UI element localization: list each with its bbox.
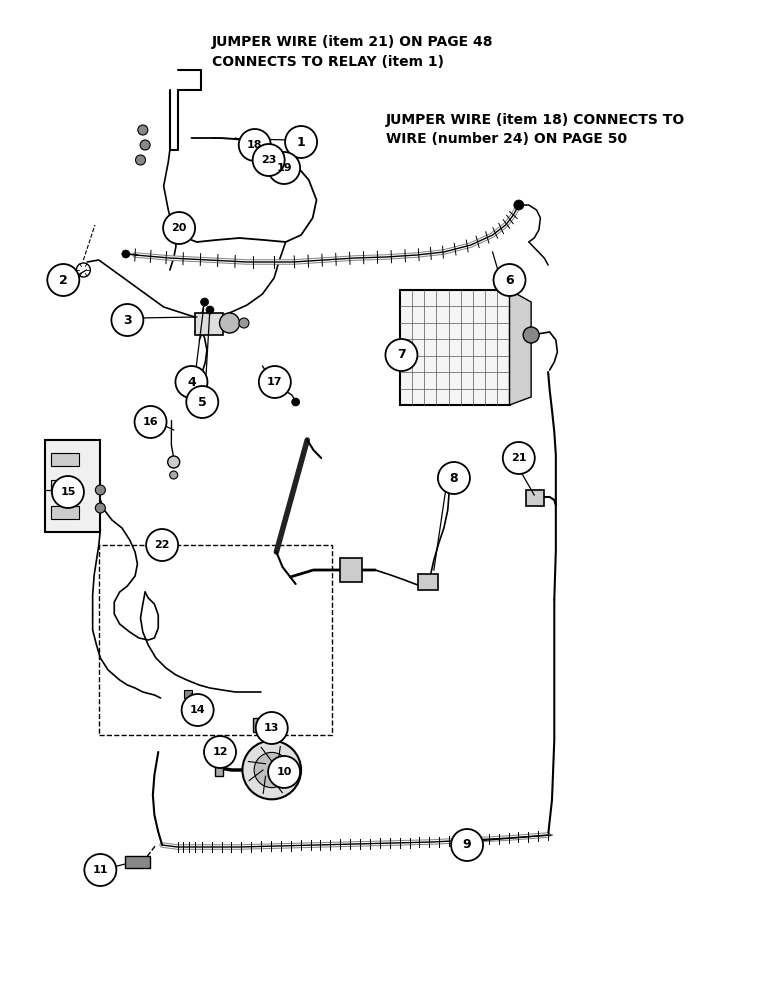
Text: 8: 8 bbox=[449, 472, 459, 485]
Bar bbox=[99, 545, 332, 735]
Circle shape bbox=[84, 854, 117, 886]
Text: WIRE (number 24) ON PAGE 50: WIRE (number 24) ON PAGE 50 bbox=[386, 132, 627, 146]
Circle shape bbox=[168, 456, 180, 468]
Circle shape bbox=[146, 529, 178, 561]
Circle shape bbox=[254, 752, 290, 788]
Text: 12: 12 bbox=[212, 747, 228, 757]
Text: 23: 23 bbox=[261, 155, 276, 165]
Circle shape bbox=[76, 263, 90, 277]
Text: 13: 13 bbox=[264, 723, 279, 733]
Circle shape bbox=[96, 485, 105, 495]
Circle shape bbox=[239, 318, 249, 328]
Circle shape bbox=[514, 200, 523, 210]
Text: 1: 1 bbox=[296, 135, 306, 148]
Polygon shape bbox=[510, 290, 531, 405]
Circle shape bbox=[138, 125, 147, 135]
Bar bbox=[52, 453, 80, 466]
Text: 22: 22 bbox=[154, 540, 170, 550]
Bar bbox=[253, 718, 267, 732]
Circle shape bbox=[451, 829, 483, 861]
Circle shape bbox=[136, 155, 145, 165]
Bar bbox=[195, 313, 222, 335]
Text: JUMPER WIRE (item 18) CONNECTS TO: JUMPER WIRE (item 18) CONNECTS TO bbox=[386, 113, 686, 127]
Circle shape bbox=[96, 503, 105, 513]
Circle shape bbox=[204, 736, 236, 768]
Bar bbox=[52, 480, 80, 493]
Bar bbox=[125, 856, 150, 868]
Circle shape bbox=[201, 298, 208, 306]
Circle shape bbox=[163, 212, 195, 244]
Text: 6: 6 bbox=[505, 273, 514, 286]
Circle shape bbox=[47, 264, 80, 296]
Circle shape bbox=[206, 306, 214, 314]
Circle shape bbox=[170, 471, 178, 479]
Text: 3: 3 bbox=[123, 314, 132, 326]
Circle shape bbox=[242, 741, 301, 799]
Circle shape bbox=[523, 327, 539, 343]
Circle shape bbox=[186, 386, 218, 418]
Text: 11: 11 bbox=[93, 865, 108, 875]
Circle shape bbox=[181, 694, 214, 726]
Circle shape bbox=[268, 756, 300, 788]
Text: 5: 5 bbox=[198, 395, 207, 408]
Text: 21: 21 bbox=[511, 453, 527, 463]
Text: 17: 17 bbox=[267, 377, 283, 387]
Circle shape bbox=[268, 152, 300, 184]
Bar bbox=[52, 506, 80, 519]
Circle shape bbox=[259, 366, 291, 398]
Circle shape bbox=[503, 442, 535, 474]
Text: 2: 2 bbox=[59, 273, 68, 286]
Circle shape bbox=[493, 264, 526, 296]
Circle shape bbox=[141, 140, 150, 150]
Bar bbox=[215, 764, 222, 776]
Bar bbox=[527, 490, 544, 506]
Circle shape bbox=[111, 304, 144, 336]
Circle shape bbox=[256, 712, 288, 744]
Text: 15: 15 bbox=[60, 487, 76, 497]
Text: 14: 14 bbox=[190, 705, 205, 715]
Text: 9: 9 bbox=[462, 838, 472, 852]
Bar bbox=[340, 558, 362, 582]
Text: 10: 10 bbox=[276, 767, 292, 777]
Text: 18: 18 bbox=[247, 140, 262, 150]
Circle shape bbox=[252, 144, 285, 176]
Bar bbox=[400, 290, 510, 405]
Text: JUMPER WIRE (item 21) ON PAGE 48: JUMPER WIRE (item 21) ON PAGE 48 bbox=[212, 35, 494, 49]
Circle shape bbox=[175, 366, 208, 398]
Text: 4: 4 bbox=[187, 375, 196, 388]
Circle shape bbox=[219, 313, 239, 333]
Circle shape bbox=[438, 462, 470, 494]
Text: 16: 16 bbox=[143, 417, 158, 427]
Circle shape bbox=[52, 476, 84, 508]
Circle shape bbox=[134, 406, 167, 438]
Circle shape bbox=[292, 398, 300, 406]
Bar bbox=[184, 690, 191, 698]
Circle shape bbox=[267, 375, 281, 389]
Text: 7: 7 bbox=[397, 349, 406, 361]
Text: 19: 19 bbox=[276, 163, 292, 173]
Circle shape bbox=[385, 339, 418, 371]
Text: CONNECTS TO RELAY (item 1): CONNECTS TO RELAY (item 1) bbox=[212, 55, 445, 69]
Circle shape bbox=[285, 126, 317, 158]
Bar bbox=[45, 440, 100, 532]
Circle shape bbox=[239, 129, 271, 161]
Circle shape bbox=[122, 250, 130, 258]
Text: 20: 20 bbox=[171, 223, 187, 233]
Bar bbox=[191, 709, 198, 715]
Bar bbox=[418, 574, 438, 590]
